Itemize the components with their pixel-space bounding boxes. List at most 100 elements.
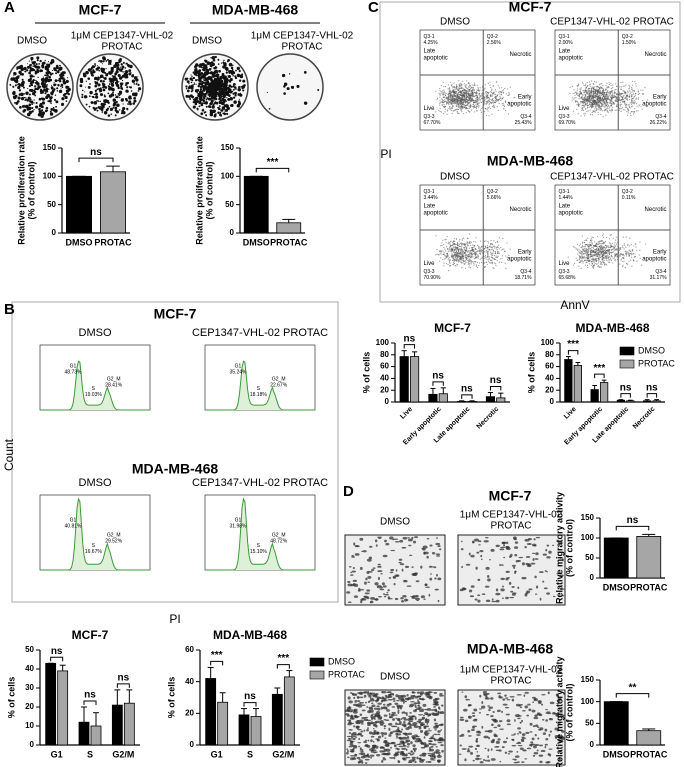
event — [470, 254, 471, 255]
event — [578, 249, 579, 250]
event — [493, 100, 494, 101]
event — [458, 260, 459, 261]
colony — [222, 95, 225, 98]
colony — [108, 114, 111, 117]
event — [452, 242, 453, 243]
event — [435, 254, 436, 255]
event — [468, 263, 469, 264]
event — [610, 92, 611, 93]
event — [585, 94, 586, 95]
event — [456, 106, 457, 107]
event — [439, 260, 440, 261]
quadrant-name: Live — [558, 106, 570, 112]
colony — [38, 108, 40, 110]
event — [456, 238, 457, 239]
colony — [84, 95, 87, 98]
event — [458, 87, 459, 88]
event — [478, 107, 479, 108]
plot-label: DMSO — [440, 17, 470, 28]
colony — [107, 100, 109, 102]
event — [442, 99, 443, 100]
colony — [102, 63, 103, 64]
event — [593, 245, 594, 246]
event — [581, 255, 582, 256]
event — [476, 91, 477, 92]
event — [493, 240, 494, 241]
event — [493, 268, 494, 269]
colony — [198, 101, 201, 104]
event — [500, 98, 501, 99]
event — [490, 108, 491, 109]
panel-label: D — [343, 483, 354, 500]
colony — [101, 105, 104, 108]
event — [486, 109, 487, 110]
event — [463, 107, 464, 108]
event — [453, 257, 454, 258]
colony — [213, 95, 216, 98]
event — [599, 267, 600, 268]
event — [632, 98, 633, 99]
event — [466, 92, 467, 93]
event — [593, 266, 594, 267]
colony — [203, 97, 205, 99]
colony — [191, 76, 192, 77]
event — [624, 245, 625, 246]
event — [493, 85, 494, 86]
event — [611, 246, 612, 247]
colony — [99, 88, 102, 91]
event — [508, 92, 509, 93]
event — [493, 107, 494, 108]
event — [624, 102, 625, 103]
colony — [37, 59, 39, 61]
event — [470, 96, 471, 97]
event — [597, 91, 598, 92]
event — [444, 99, 445, 100]
event — [506, 93, 507, 94]
event — [502, 103, 503, 104]
colony — [36, 66, 39, 69]
event — [462, 243, 463, 244]
event — [439, 93, 440, 94]
colony — [132, 102, 135, 105]
event — [594, 100, 595, 101]
event — [579, 252, 580, 253]
event — [504, 251, 505, 252]
colony — [195, 63, 198, 66]
event — [589, 81, 590, 82]
colony — [215, 83, 217, 85]
event — [495, 252, 496, 253]
colony — [195, 103, 198, 106]
event — [593, 98, 594, 99]
event — [475, 254, 476, 255]
event — [466, 88, 467, 89]
colony — [99, 77, 101, 79]
colony — [226, 113, 228, 115]
event — [609, 110, 610, 111]
event — [496, 101, 497, 102]
colony — [15, 80, 18, 83]
colony — [216, 78, 219, 81]
event — [632, 105, 633, 106]
event — [461, 248, 462, 249]
event — [464, 243, 465, 244]
event — [450, 103, 451, 104]
colony — [58, 80, 59, 81]
quadrant-name: Necrotic — [510, 52, 532, 58]
colony — [54, 99, 56, 101]
colony — [191, 90, 193, 92]
event — [602, 116, 603, 117]
event — [491, 102, 492, 103]
colony — [211, 61, 213, 63]
event — [632, 100, 633, 101]
event — [580, 261, 581, 262]
event — [452, 87, 453, 88]
event — [616, 101, 617, 102]
event — [495, 94, 496, 95]
event — [456, 98, 457, 99]
event — [490, 95, 491, 96]
event — [490, 87, 491, 88]
event — [457, 112, 458, 113]
event — [591, 96, 592, 97]
colony — [242, 85, 245, 88]
event — [629, 106, 630, 107]
